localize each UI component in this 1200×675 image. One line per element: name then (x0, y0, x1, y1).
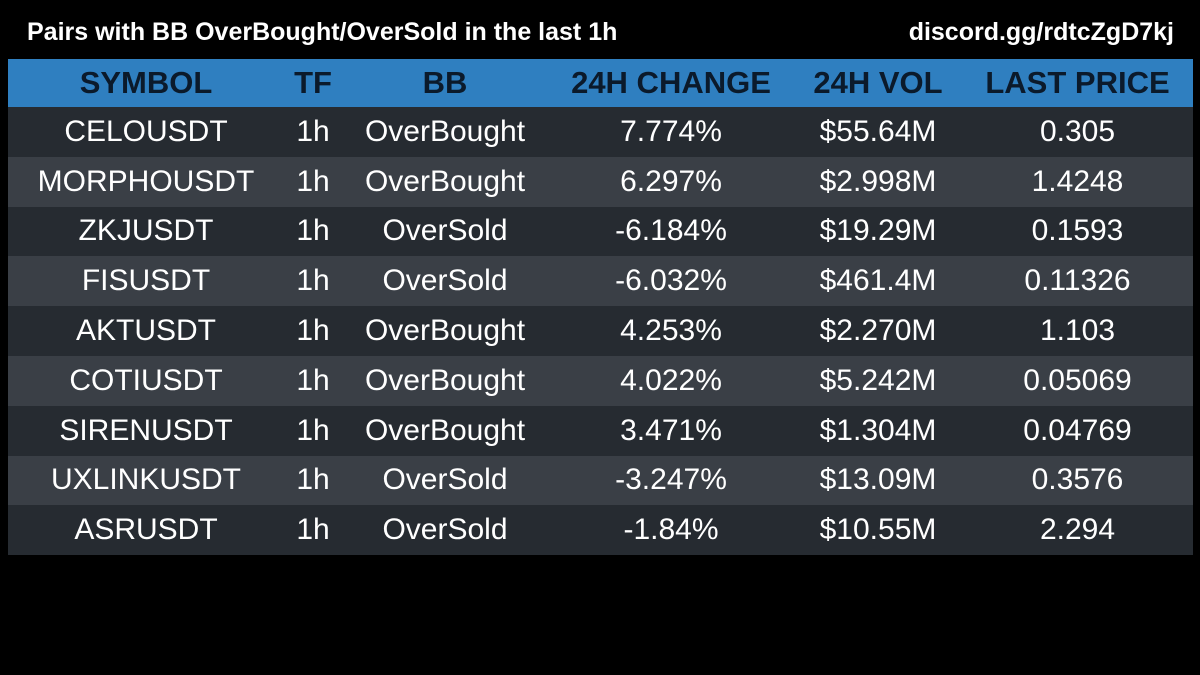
table-row: SIRENUSDT 1h OverBought 3.471% $1.304M 0… (8, 405, 1193, 456)
table-row: ZKJUSDT 1h OverSold -6.184% $19.29M 0.15… (8, 206, 1193, 257)
symbol-cell: UXLINKUSDT (50, 463, 242, 497)
volume-cell: $13.09M (819, 463, 937, 497)
symbol-cell: ASRUSDT (74, 513, 218, 547)
timeframe-cell: 1h (296, 413, 330, 447)
price-cell: 1.103 (1039, 314, 1116, 348)
price-cell: 0.11326 (1024, 264, 1131, 298)
volume-cell: $2.998M (819, 164, 937, 198)
volume-cell: $2.270M (819, 314, 937, 348)
bb-status-cell: OverBought (364, 164, 526, 198)
price-cell: 0.3576 (1031, 463, 1124, 497)
symbol-cell: AKTUSDT (75, 314, 216, 348)
change-cell: -3.247% (615, 463, 727, 497)
column-header-bb[interactable]: BB (422, 65, 468, 100)
bb-status-cell: OverBought (364, 314, 526, 348)
bb-status-cell: OverBought (364, 413, 526, 447)
bb-status-cell: OverBought (364, 363, 526, 397)
page-title: Pairs with BB OverBought/OverSold in the… (27, 18, 618, 46)
bb-status-cell: OverSold (382, 513, 508, 547)
timeframe-cell: 1h (296, 513, 330, 547)
price-cell: 0.1593 (1031, 214, 1124, 248)
symbol-cell: SIRENUSDT (59, 413, 233, 447)
volume-cell: $5.242M (819, 363, 937, 397)
change-cell: -6.184% (615, 214, 727, 248)
symbol-cell: ZKJUSDT (78, 214, 214, 248)
symbol-cell: MORPHOUSDT (37, 164, 255, 198)
table-row: UXLINKUSDT 1h OverSold -3.247% $13.09M 0… (8, 455, 1193, 506)
table-header-row: SYMBOL TF BB 24H CHANGE 24H VOL LAST PRI… (8, 59, 1193, 107)
bb-status-cell: OverSold (382, 463, 508, 497)
timeframe-cell: 1h (296, 363, 330, 397)
symbol-cell: COTIUSDT (69, 363, 223, 397)
volume-cell: $461.4M (819, 264, 937, 298)
timeframe-cell: 1h (296, 164, 330, 198)
price-cell: 0.305 (1039, 114, 1116, 148)
column-header-24h-vol[interactable]: 24H VOL (813, 65, 943, 100)
volume-cell: $1.304M (819, 413, 937, 447)
bb-status-cell: OverSold (382, 264, 508, 298)
symbol-cell: FISUSDT (81, 264, 211, 298)
column-header-symbol[interactable]: SYMBOL (79, 65, 213, 100)
timeframe-cell: 1h (296, 264, 330, 298)
change-cell: 6.297% (620, 164, 722, 198)
pairs-table: SYMBOL TF BB 24H CHANGE 24H VOL LAST PRI… (8, 59, 1193, 556)
bb-status-cell: OverSold (382, 214, 508, 248)
top-bar: Pairs with BB OverBought/OverSold in the… (0, 0, 1200, 60)
table-row: COTIUSDT 1h OverBought 4.022% $5.242M 0.… (8, 355, 1193, 406)
volume-cell: $19.29M (819, 214, 937, 248)
change-cell: 7.774% (620, 114, 722, 148)
price-cell: 0.05069 (1023, 363, 1132, 397)
pairs-table-container: SYMBOL TF BB 24H CHANGE 24H VOL LAST PRI… (8, 59, 1193, 556)
timeframe-cell: 1h (296, 214, 330, 248)
column-header-24h-change[interactable]: 24H CHANGE (571, 65, 771, 100)
column-header-last-price[interactable]: LAST PRICE (985, 65, 1170, 100)
price-cell: 0.04769 (1023, 413, 1132, 447)
volume-cell: $55.64M (819, 114, 937, 148)
table-row: FISUSDT 1h OverSold -6.032% $461.4M 0.11… (8, 256, 1193, 307)
change-cell: -1.84% (623, 513, 719, 547)
change-cell: 3.471% (620, 413, 722, 447)
change-cell: 4.253% (620, 314, 722, 348)
change-cell: 4.022% (620, 363, 722, 397)
volume-cell: $10.55M (819, 513, 937, 547)
table-row: AKTUSDT 1h OverBought 4.253% $2.270M 1.1… (8, 306, 1193, 356)
table-row: ASRUSDT 1h OverSold -1.84% $10.55M 2.294 (8, 505, 1193, 556)
column-header-tf[interactable]: TF (294, 65, 332, 100)
timeframe-cell: 1h (296, 114, 330, 148)
discord-link[interactable]: discord.gg/rdtcZgD7kj (908, 18, 1174, 46)
timeframe-cell: 1h (296, 314, 330, 348)
bb-status-cell: OverBought (364, 114, 526, 148)
table-row: CELOUSDT 1h OverBought 7.774% $55.64M 0.… (8, 107, 1193, 157)
symbol-cell: CELOUSDT (64, 114, 228, 148)
table-row: MORPHOUSDT 1h OverBought 6.297% $2.998M … (8, 156, 1193, 207)
price-cell: 1.4248 (1031, 164, 1124, 198)
timeframe-cell: 1h (296, 463, 330, 497)
change-cell: -6.032% (615, 264, 727, 298)
price-cell: 2.294 (1039, 513, 1116, 547)
